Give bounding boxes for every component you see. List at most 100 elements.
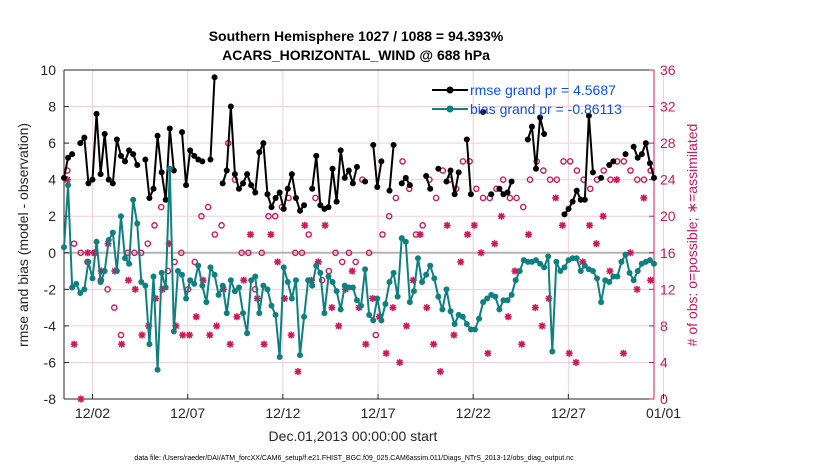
x-tick-label: 12/02 [75,405,110,421]
bias-point [476,315,483,322]
obs-assimilated-stroke [335,322,342,330]
y-axis-right-label: # of obs: o=possible; ∗=assimilated [684,124,700,347]
rmse-point [362,178,369,185]
obs-assimilated-marker [233,313,241,321]
rmse-point [541,130,548,137]
bias-point [622,251,629,258]
obs-assimilated-stroke [450,331,458,339]
rmse-point [524,136,531,143]
obs-assimilated-stroke [613,176,620,183]
obs-assimilated-marker [70,340,78,348]
y-right-tick-label: 16 [660,245,676,261]
y-tick-label: 4 [48,172,56,188]
obs-possible-marker [473,185,480,193]
obs-assimilated-stroke [349,267,356,275]
rmse-point [329,165,336,172]
obs-possible-marker [198,212,205,220]
obs-assimilated-marker [77,395,85,403]
obs-assimilated-marker [477,249,485,257]
rmse-point [467,191,474,198]
obs-assimilated-marker [531,304,539,312]
rmse-point [301,202,308,209]
bias-point [577,268,584,275]
obs-assimilated-stroke [138,331,146,339]
obs-assimilated-stroke [321,222,329,229]
x-tick-label: 12/07 [170,405,205,421]
obs-possible-marker [526,176,534,183]
obs-assimilated-stroke [443,222,451,229]
bias-point [471,326,478,333]
rmse-line [445,169,460,196]
rmse-point [598,174,605,181]
obs-possible-marker [573,167,581,174]
bias-point [280,264,287,271]
rmse-point [313,152,320,159]
obs-possible-marker [238,249,245,257]
bias-point [117,213,124,220]
rmse-point [488,191,495,198]
bias-point [170,328,177,335]
obs-assimilated-marker [382,349,390,357]
rmse-point [256,149,263,156]
obs-possible-marker [587,185,594,193]
obs-assimilated-stroke [633,286,641,293]
rmse-point [317,202,324,209]
bias-point [447,308,454,315]
obs-possible-marker [258,249,266,257]
obs-possible-marker [365,249,373,257]
obs-assimilated-stroke [423,304,431,311]
bias-point [219,282,226,289]
bias-point [207,264,214,271]
obs-assimilated-marker [267,231,275,238]
bias-point [97,279,104,286]
bias-point [492,293,499,300]
rmse-line [209,77,216,160]
obs-assimilated-stroke [586,222,593,229]
bias-point [402,238,409,245]
rmse-point [581,196,588,203]
rmse-point [126,147,133,154]
obs-possible-marker [204,203,212,211]
obs-possible-marker [151,222,158,229]
bias-point [81,286,88,293]
y-right-tick-label: 28 [660,135,676,151]
x-tick-label: 12/12 [265,405,300,421]
rmse-point [211,74,218,81]
obs-assimilated-marker [402,322,410,330]
rmse-point [187,147,194,154]
rmse-point [427,185,434,192]
obs-assimilated-marker [538,322,546,330]
rmse-point [264,191,271,198]
bias-point [557,268,564,275]
obs-possible-marker [292,249,299,257]
rmse-point [537,114,544,121]
rmse-point [158,169,165,176]
bias-point [598,299,605,306]
obs-assimilated-stroke [64,176,71,183]
obs-possible-marker [211,231,219,238]
bias-point [199,282,206,289]
obs-assimilated-stroke [471,222,478,229]
obs-assimilated-stroke [362,340,369,348]
bias-point [309,282,316,289]
bias-point [313,262,320,269]
rmse-point [402,174,409,181]
obs-possible-marker [419,222,426,229]
rmse-point [309,185,316,192]
obs-possible-marker [338,258,346,266]
obs-assimilated-marker [206,331,214,339]
bias-point [333,288,340,295]
obs-assimilated-marker [185,331,193,339]
obs-assimilated-stroke [125,277,132,284]
obs-possible-marker [345,249,353,257]
y-tick-label: -2 [44,281,57,297]
obs-assimilated-stroke [477,249,485,256]
y-tick-label: 10 [40,62,56,78]
bias-point [305,277,312,284]
bias-point [73,280,80,287]
rmse-point [199,158,206,165]
obs-assimilated-marker [592,240,600,248]
obs-assimilated-marker [552,194,560,202]
obs-assimilated-stroke [579,258,586,266]
rmse-point [504,189,511,196]
